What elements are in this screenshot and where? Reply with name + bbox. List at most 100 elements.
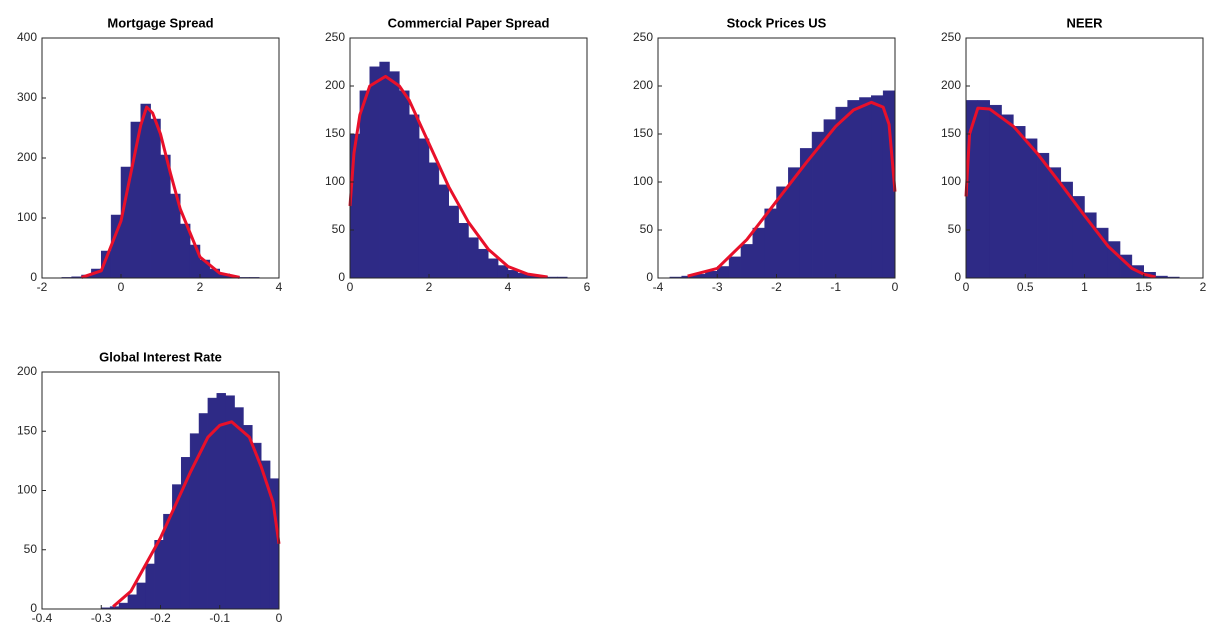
histogram-bar (859, 97, 872, 279)
chart-title: Global Interest Rate (99, 349, 222, 364)
y-tick-label: 0 (954, 270, 961, 284)
x-tick-label: 6 (584, 280, 591, 294)
histogram-bar (1048, 167, 1062, 279)
chart-title: NEER (1066, 15, 1103, 30)
histogram-bar (359, 90, 370, 279)
fit-line (112, 420, 281, 608)
y-tick-label: 50 (332, 222, 346, 236)
y-tick-label: 0 (30, 270, 37, 284)
histogram-bar (136, 582, 146, 610)
x-tick-label: -4 (653, 280, 664, 294)
histogram-bar (243, 425, 253, 610)
histogram-bar (118, 602, 129, 610)
x-tick-label: 0 (892, 280, 899, 294)
y-tick-label: 150 (17, 423, 37, 437)
histogram-bar (418, 138, 430, 279)
histogram-bar (252, 442, 262, 610)
x-tick-label: -2 (37, 280, 48, 294)
histogram-bar (160, 154, 171, 279)
y-tick-label: 150 (633, 126, 653, 140)
histogram-bar (428, 162, 440, 279)
x-tick-label: 2 (1200, 280, 1207, 294)
y-tick-label: 200 (325, 78, 345, 92)
histogram-bar (448, 205, 459, 279)
y-tick-label: 200 (633, 78, 653, 92)
y-tick-label: 50 (948, 222, 962, 236)
histogram-bar (1025, 138, 1038, 279)
x-tick-label: -0.3 (91, 611, 112, 625)
histogram-bar (764, 208, 777, 279)
x-tick-label: 0.5 (1017, 280, 1034, 294)
y-tick-label: 100 (633, 174, 653, 188)
x-tick-label: -0.4 (32, 611, 53, 625)
x-tick-label: 2 (197, 280, 204, 294)
y-tick-label: 150 (325, 126, 345, 140)
histogram-bar (145, 563, 155, 610)
histogram-bar (989, 104, 1002, 279)
y-tick-label: 50 (640, 222, 654, 236)
y-tick-label: 100 (941, 174, 961, 188)
histogram-bar (438, 184, 449, 279)
fit-line (348, 74, 548, 279)
y-tick-label: 250 (325, 30, 345, 44)
y-tick-label: 250 (633, 30, 653, 44)
histogram-bar (369, 66, 380, 279)
y-tick-label: 0 (646, 270, 653, 284)
fit-line (964, 106, 1156, 279)
y-tick-label: 200 (17, 150, 37, 164)
y-tick-label: 300 (17, 90, 37, 104)
histogram-bar (1001, 114, 1014, 279)
y-tick-label: 250 (941, 30, 961, 44)
y-tick-label: 400 (17, 30, 37, 44)
histogram-bar (399, 90, 410, 279)
histogram-bar (728, 256, 742, 279)
x-tick-label: 2 (426, 280, 433, 294)
histogram-bar (740, 244, 754, 279)
x-tick-label: 0 (963, 280, 970, 294)
histogram-bar (389, 71, 400, 279)
histogram-bar (977, 100, 990, 279)
histogram-bar (835, 106, 848, 279)
histogram-bar (478, 248, 489, 279)
x-tick-label: -1 (830, 280, 841, 294)
y-tick-label: 0 (30, 601, 37, 615)
histogram-bar (379, 61, 390, 279)
y-tick-label: 200 (17, 364, 37, 378)
histogram-bar (458, 223, 469, 279)
fit-line (81, 105, 240, 279)
x-tick-label: 0 (118, 280, 125, 294)
histogram-bar (497, 265, 509, 279)
x-tick-label: 4 (276, 280, 283, 294)
histogram-bar (225, 395, 235, 610)
histogram-bar (871, 95, 884, 279)
histogram-bar (507, 270, 519, 279)
histogram-bar (127, 594, 138, 610)
chart-title: Stock Prices US (727, 15, 827, 30)
histogram-bar (1036, 152, 1050, 279)
x-tick-label: -2 (771, 280, 782, 294)
axes-box (349, 37, 588, 279)
x-tick-label: 1.5 (1135, 280, 1152, 294)
histogram-bar (1013, 126, 1026, 279)
y-tick-label: 150 (941, 126, 961, 140)
histogram-bar (154, 540, 164, 610)
histogram-bar (488, 258, 499, 279)
x-tick-label: 4 (505, 280, 512, 294)
x-tick-label: 1 (1081, 280, 1088, 294)
y-tick-label: 100 (325, 174, 345, 188)
histogram-bar (234, 407, 244, 610)
x-tick-label: 0 (347, 280, 354, 294)
x-tick-label: -0.2 (150, 611, 171, 625)
chart-title: Mortgage Spread (107, 15, 213, 30)
y-tick-label: 100 (17, 210, 37, 224)
histogram-bar (823, 119, 837, 279)
chart-title: Commercial Paper Spread (388, 15, 550, 30)
y-tick-label: 100 (17, 483, 37, 497)
y-tick-label: 50 (24, 542, 38, 556)
histogram-bar (140, 103, 151, 279)
y-tick-label: 0 (338, 270, 345, 284)
histogram-bar (150, 118, 161, 279)
x-tick-label: -0.1 (209, 611, 230, 625)
fit-line (687, 100, 897, 278)
